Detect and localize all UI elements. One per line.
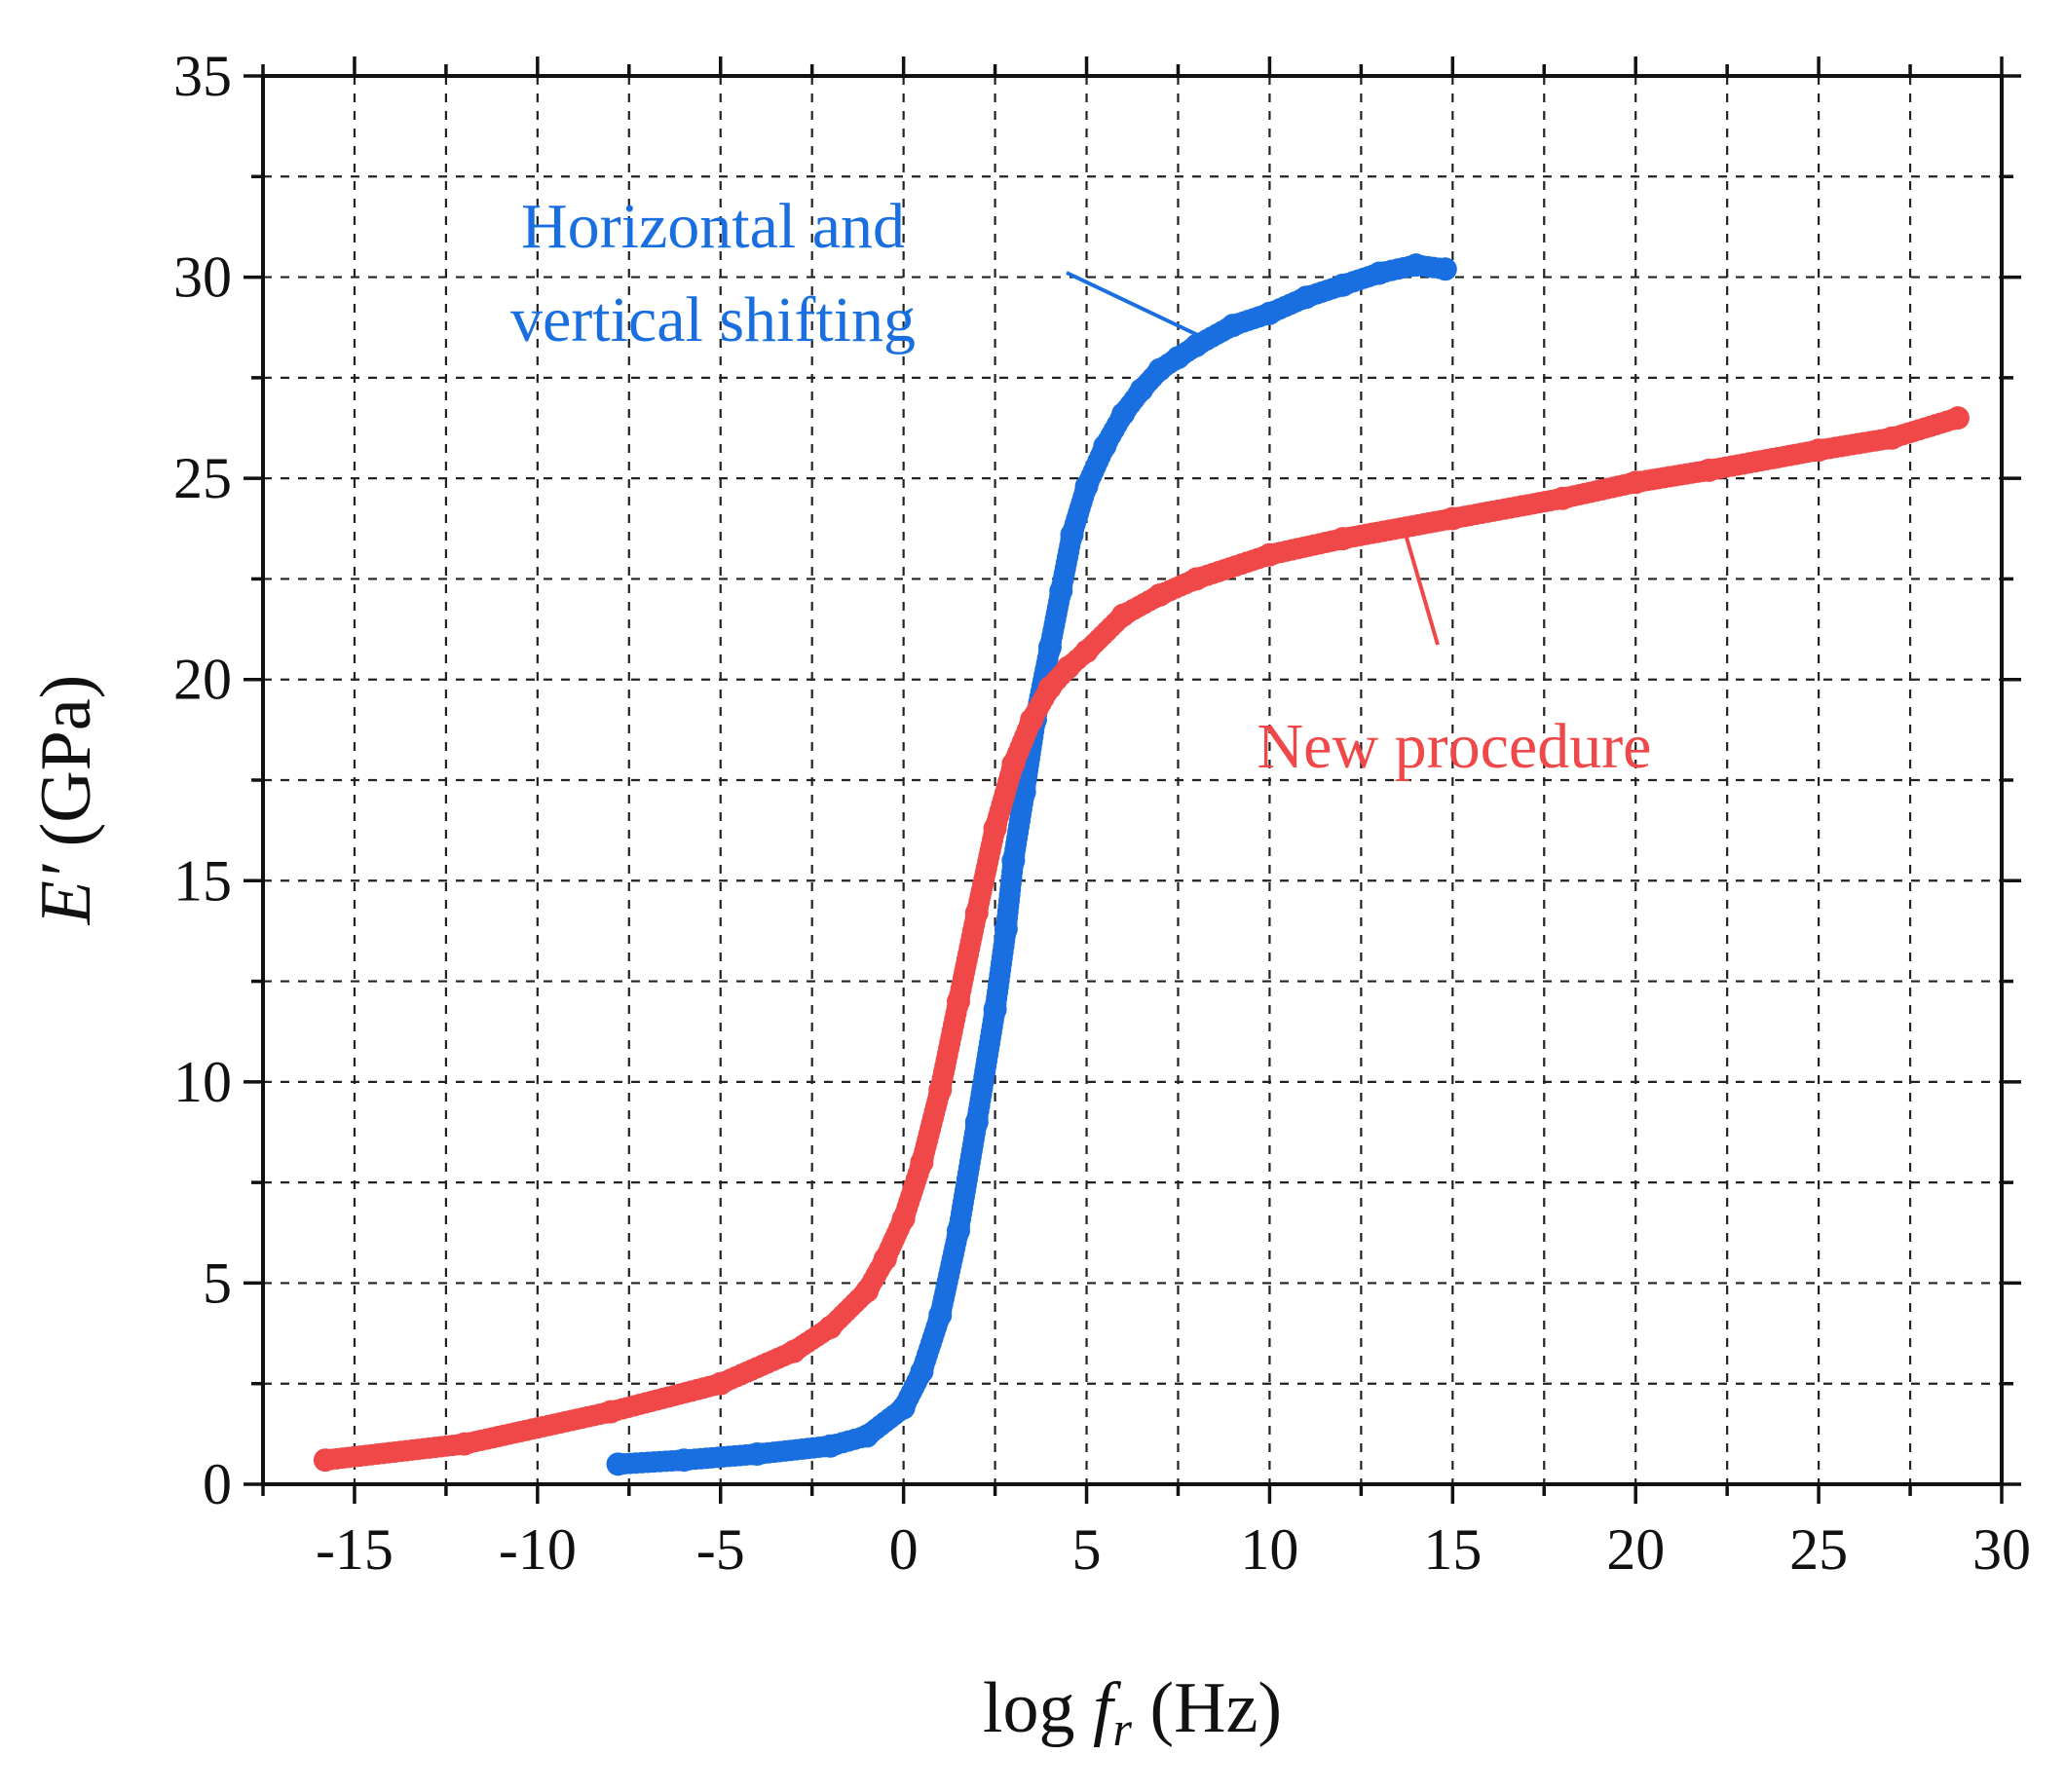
data-point bbox=[1001, 752, 1026, 776]
data-point bbox=[1049, 579, 1073, 603]
data-point bbox=[1001, 848, 1026, 873]
y-tick-label: 10 bbox=[173, 1050, 232, 1114]
data-point bbox=[1295, 285, 1318, 310]
x-tick-label: -5 bbox=[696, 1517, 745, 1582]
data-point bbox=[745, 1442, 770, 1467]
data-point bbox=[1220, 314, 1245, 338]
data-point bbox=[947, 1218, 970, 1243]
y-tick-label: 5 bbox=[203, 1251, 232, 1315]
data-point bbox=[1624, 470, 1648, 495]
annotation-blue-line-2: vertical shifting bbox=[510, 284, 916, 355]
gridlines bbox=[263, 76, 2002, 1484]
data-point bbox=[1074, 639, 1099, 663]
data-point bbox=[1056, 655, 1080, 680]
data-point bbox=[983, 997, 1007, 1022]
data-point bbox=[891, 1207, 916, 1231]
data-point bbox=[599, 1400, 622, 1424]
y-axis-title: E′ (GPa) bbox=[26, 675, 106, 926]
y-tick-label: 15 bbox=[173, 848, 232, 913]
data-point bbox=[873, 1247, 897, 1271]
data-point bbox=[1093, 434, 1117, 459]
data-point bbox=[606, 1452, 630, 1476]
data-point bbox=[1020, 708, 1044, 732]
annotation-red-line-1: New procedure bbox=[1258, 711, 1652, 782]
x-tick-label: 0 bbox=[889, 1517, 919, 1582]
data-point bbox=[1880, 426, 1904, 450]
y-tick-label: 0 bbox=[203, 1452, 232, 1516]
data-point bbox=[1258, 542, 1282, 567]
tick-labels: -15 -10 -5 0 5 10 15 20 25 30 0 5 10 15 20 25 30 35 bbox=[173, 44, 2031, 1582]
y-tick-label: 30 bbox=[173, 245, 232, 310]
data-point bbox=[947, 989, 970, 1014]
data-point bbox=[1184, 567, 1209, 591]
data-point bbox=[1060, 522, 1084, 546]
data-point bbox=[452, 1432, 476, 1456]
data-point bbox=[1111, 402, 1136, 427]
data-point bbox=[964, 901, 989, 925]
data-point bbox=[928, 1303, 953, 1327]
data-point bbox=[1368, 261, 1392, 285]
data-point bbox=[672, 1448, 696, 1473]
annotation-blue-line-1: Horizontal and bbox=[521, 191, 905, 262]
data-point bbox=[781, 1339, 806, 1363]
data-point bbox=[910, 1360, 934, 1384]
x-tick-label: 5 bbox=[1072, 1517, 1102, 1582]
data-point bbox=[1807, 438, 1831, 463]
y-tick-label: 35 bbox=[173, 44, 232, 108]
data-point bbox=[1111, 603, 1136, 627]
data-point bbox=[964, 1110, 989, 1135]
data-point bbox=[1331, 527, 1355, 551]
data-point bbox=[1441, 506, 1465, 531]
data-point bbox=[994, 916, 1018, 941]
data-point bbox=[1147, 357, 1172, 382]
x-tick-label: 20 bbox=[1606, 1517, 1665, 1582]
data-series bbox=[313, 253, 1970, 1476]
data-point bbox=[1258, 301, 1282, 325]
data-point bbox=[928, 1078, 953, 1102]
data-point bbox=[818, 1315, 843, 1339]
data-point bbox=[1331, 273, 1355, 297]
series-new-procedure bbox=[313, 406, 1970, 1473]
data-point bbox=[1551, 486, 1575, 510]
x-tick-label: 25 bbox=[1789, 1517, 1848, 1582]
annotation-horizontal-vertical-shifting: Horizontal and vertical shifting bbox=[510, 191, 1207, 355]
annotation-new-procedure: New procedure bbox=[1258, 530, 1652, 782]
data-point bbox=[1074, 474, 1099, 499]
data-point bbox=[1404, 253, 1428, 278]
data-point bbox=[1012, 780, 1036, 804]
y-tick-label: 20 bbox=[173, 648, 232, 712]
data-point bbox=[1129, 378, 1153, 402]
x-axis-title: log fr (Hz) bbox=[983, 1668, 1282, 1756]
x-tick-label: 10 bbox=[1240, 1517, 1298, 1582]
annotation-blue-pointer bbox=[1066, 271, 1207, 341]
series-horizontal-vertical-shifting bbox=[606, 253, 1457, 1476]
x-tick-label: -10 bbox=[499, 1517, 577, 1582]
data-point bbox=[1166, 346, 1190, 370]
data-point bbox=[708, 1371, 732, 1396]
data-point bbox=[983, 816, 1007, 840]
x-tick-label: -15 bbox=[316, 1517, 394, 1582]
data-point bbox=[910, 1150, 934, 1175]
axis-ticks bbox=[244, 56, 2021, 1504]
data-point bbox=[1433, 257, 1457, 281]
data-point bbox=[1697, 458, 1721, 482]
data-point bbox=[1037, 675, 1062, 699]
data-point bbox=[855, 1424, 880, 1448]
data-point bbox=[1147, 582, 1172, 607]
data-point bbox=[1945, 406, 1970, 430]
data-point bbox=[818, 1434, 843, 1458]
data-point bbox=[313, 1448, 337, 1473]
data-point bbox=[855, 1279, 880, 1303]
data-point bbox=[1037, 635, 1062, 659]
data-point bbox=[1184, 333, 1209, 357]
data-point bbox=[891, 1396, 916, 1420]
x-tick-label: 15 bbox=[1423, 1517, 1482, 1582]
annotation-red-pointer bbox=[1403, 530, 1440, 646]
x-tick-label: 30 bbox=[1972, 1517, 2031, 1582]
y-tick-label: 25 bbox=[173, 446, 232, 510]
